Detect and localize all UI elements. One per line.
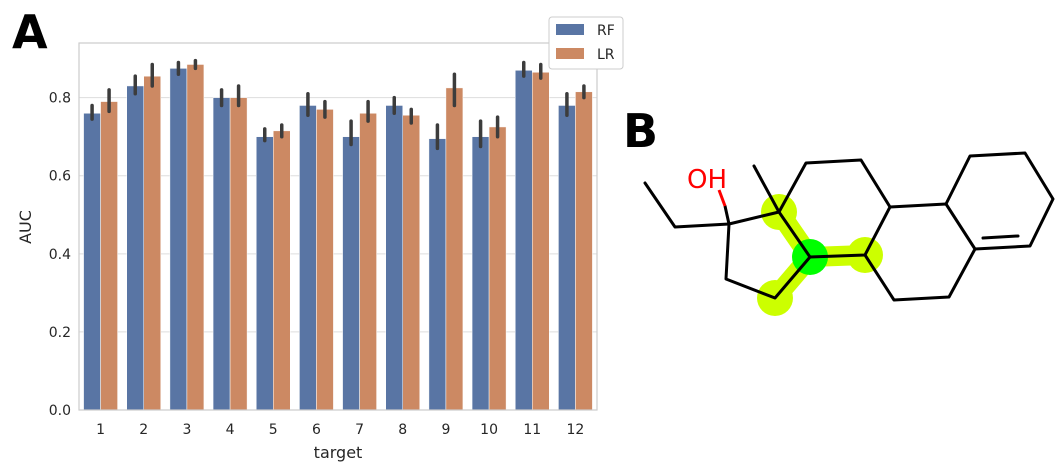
x-tick-label: 5: [269, 422, 278, 438]
double-bond: [981, 234, 1020, 240]
x-tick-label: 1: [96, 422, 105, 438]
bar-lr: [100, 101, 118, 411]
bar-lr: [186, 64, 205, 411]
x-tick-label: 12: [567, 422, 585, 438]
legend: RF LR: [548, 16, 624, 70]
legend-label-lr: LR: [597, 47, 615, 63]
x-tick-label: 11: [523, 422, 541, 438]
plot-frame: [78, 42, 598, 411]
x-axis-label: target: [314, 443, 363, 462]
bar-rf: [83, 113, 101, 411]
x-tick-label: 7: [355, 422, 364, 438]
legend-swatch-lr: [556, 48, 584, 59]
ring-d: [724, 210, 812, 300]
x-tick-label: 4: [226, 422, 235, 438]
ring-b: [863, 202, 977, 302]
x-tick-labels: 1 2 3 4 5 6 7 8 9 10 11 12: [96, 422, 584, 438]
bar-rf: [342, 136, 360, 411]
x-tick-label: 9: [441, 422, 450, 438]
ethyl-bond: [643, 181, 731, 229]
x-tick-label: 2: [139, 422, 148, 438]
bar-lr: [532, 72, 550, 411]
bar-rf: [428, 138, 447, 411]
ring-c: [777, 158, 892, 259]
y-tick-label: 0.6: [49, 169, 71, 185]
bar-lr: [273, 130, 291, 411]
panel-label-b: B: [623, 104, 658, 158]
ring-a: [944, 151, 1055, 251]
bar-lr: [359, 113, 377, 411]
y-axis-label: AUC: [16, 210, 35, 244]
bar-lr: [229, 97, 248, 411]
bar-chart: 0.00.20.40.60.8 1 2 3 4 5 6 7 8 9 10 11 12 target A…: [16, 16, 624, 462]
bar-lr: [402, 114, 420, 411]
oh-label: OH: [687, 165, 727, 195]
bar-rf: [385, 105, 403, 411]
bar-rf: [256, 136, 274, 411]
bar-rf: [558, 105, 576, 411]
bar-lr: [488, 126, 507, 411]
bar-rf: [212, 97, 231, 411]
bar-lr: [575, 91, 593, 411]
bars: [83, 64, 593, 411]
y-tick-labels: 0.0 0.2 0.4 0.6 0.8: [49, 91, 71, 419]
legend-swatch-rf: [556, 24, 584, 35]
bar-rf: [126, 85, 144, 411]
bar-rf: [169, 68, 188, 411]
bonds: [643, 151, 1055, 302]
c-o-bond: [723, 204, 731, 226]
error-bars: [90, 58, 586, 151]
molecule-structure: OH: [643, 151, 1055, 316]
x-tick-label: 6: [312, 422, 321, 438]
bar-rf: [515, 70, 533, 411]
o-bond-segment: [717, 189, 727, 207]
legend-label-rf: RF: [597, 23, 615, 39]
bar-lr: [445, 87, 464, 411]
bar-rf: [471, 136, 490, 411]
y-tick-label: 0.0: [49, 403, 71, 419]
y-tick-label: 0.8: [49, 91, 71, 107]
x-tick-label: 3: [182, 422, 191, 438]
bar-lr: [143, 75, 161, 411]
x-tick-label: 10: [480, 422, 498, 438]
y-tick-label: 0.4: [49, 247, 71, 263]
methyl-bond: [752, 164, 781, 214]
bar-rf: [299, 105, 317, 411]
panel-label-a: A: [12, 5, 48, 59]
bar-lr: [316, 109, 334, 411]
y-tick-label: 0.2: [49, 325, 71, 341]
x-tick-label: 8: [398, 422, 407, 438]
